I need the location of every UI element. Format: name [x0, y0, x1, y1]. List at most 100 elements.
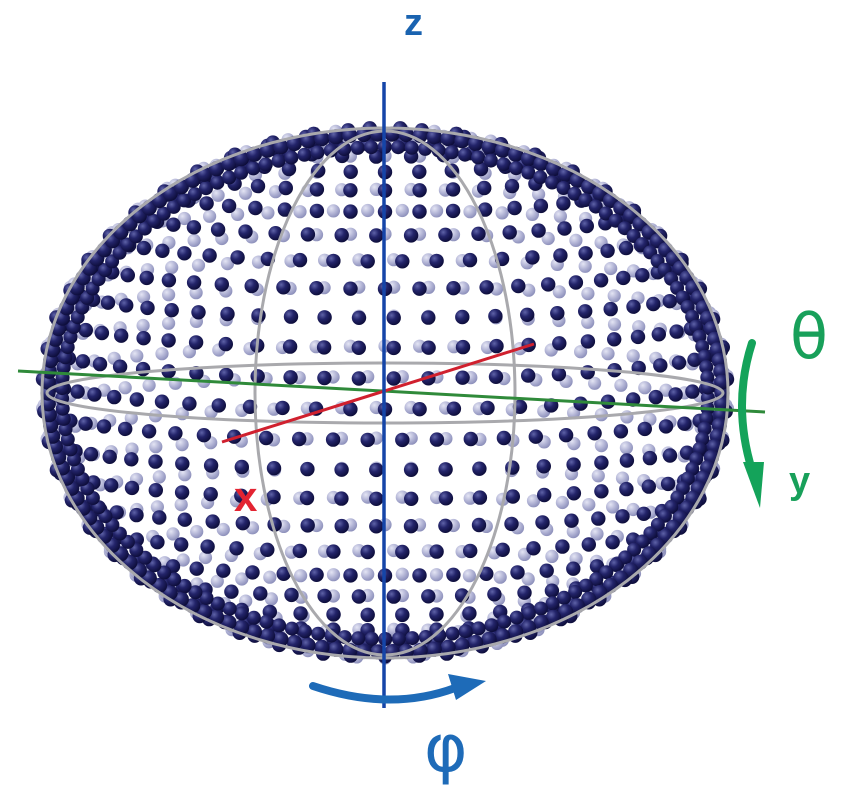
front-point [429, 253, 444, 269]
back-point [541, 231, 555, 246]
back-point [545, 549, 559, 564]
front-point [166, 217, 181, 232]
rim-point [272, 618, 287, 633]
rim-point [314, 131, 330, 147]
back-point [165, 260, 179, 274]
back-point [326, 204, 340, 218]
rim-point [588, 199, 603, 214]
front-point [535, 515, 550, 530]
back-point [638, 381, 652, 395]
rim-point [557, 590, 571, 605]
front-point [205, 514, 220, 529]
front-point [334, 491, 349, 506]
front-point [118, 421, 133, 437]
front-point [556, 196, 571, 211]
front-point [369, 519, 384, 534]
front-point [438, 227, 453, 242]
front-point [148, 454, 163, 469]
front-point [104, 478, 119, 493]
back-point [326, 568, 341, 582]
rim-point [509, 161, 524, 176]
front-point [283, 370, 298, 385]
back-point [582, 498, 596, 512]
rim-point [258, 157, 273, 172]
rim-point [246, 610, 261, 625]
front-point [587, 426, 602, 441]
front-point [660, 476, 676, 492]
front-point [139, 270, 154, 286]
front-point [579, 218, 594, 234]
rim-point [177, 578, 192, 593]
back-point [626, 349, 640, 363]
front-point [317, 370, 332, 386]
front-point [541, 277, 556, 292]
back-point [632, 320, 646, 334]
y-axis-label: y [789, 460, 811, 502]
front-point [96, 419, 112, 434]
front-point [343, 402, 358, 417]
front-point [578, 304, 593, 319]
front-point [502, 225, 517, 240]
front-point [120, 268, 135, 283]
rim-point [404, 140, 419, 155]
front-point [642, 450, 658, 466]
front-point [487, 587, 502, 602]
back-point [125, 442, 139, 456]
front-point [369, 228, 384, 243]
front-point [94, 325, 110, 341]
front-point [258, 430, 274, 446]
back-point [162, 316, 176, 330]
front-point [566, 457, 581, 472]
front-point [177, 246, 192, 261]
front-point [412, 281, 427, 296]
back-point [137, 290, 151, 304]
front-point [558, 428, 574, 443]
back-point [178, 468, 192, 482]
back-point [604, 261, 618, 276]
rim-point [246, 161, 261, 176]
front-point [219, 367, 234, 383]
rim-point [567, 186, 582, 201]
front-point [495, 542, 510, 557]
rim-point [609, 558, 623, 572]
front-point [525, 250, 540, 265]
rim-point [156, 206, 171, 221]
front-point [152, 510, 167, 525]
front-point [539, 563, 554, 578]
front-point [360, 544, 375, 560]
back-point [574, 345, 588, 359]
rim-point [533, 601, 548, 616]
front-point [477, 202, 493, 217]
rim-point [157, 565, 172, 580]
front-point [510, 565, 525, 580]
front-point [429, 607, 444, 622]
front-point [234, 459, 249, 475]
theta-rotation-arrow [738, 339, 764, 508]
back-point [177, 211, 191, 226]
front-point [92, 356, 108, 372]
rim-point [444, 145, 459, 160]
front-point [369, 491, 384, 506]
front-point [161, 333, 176, 348]
back-point [463, 205, 477, 219]
back-point [626, 502, 640, 517]
back-point [361, 567, 375, 581]
front-point [395, 432, 410, 448]
front-point [174, 485, 190, 500]
back-point [150, 500, 164, 514]
front-point [651, 327, 666, 342]
front-point [581, 537, 596, 552]
front-point [526, 541, 541, 556]
front-point [662, 448, 678, 463]
back-point [166, 527, 180, 541]
front-point [412, 164, 427, 179]
rim-point [58, 422, 73, 437]
rim-point [471, 150, 486, 165]
front-point [266, 489, 281, 505]
front-point [281, 161, 297, 177]
front-point [343, 568, 358, 583]
rim-point [497, 614, 512, 629]
rim-point [300, 637, 316, 653]
back-point [555, 495, 570, 510]
